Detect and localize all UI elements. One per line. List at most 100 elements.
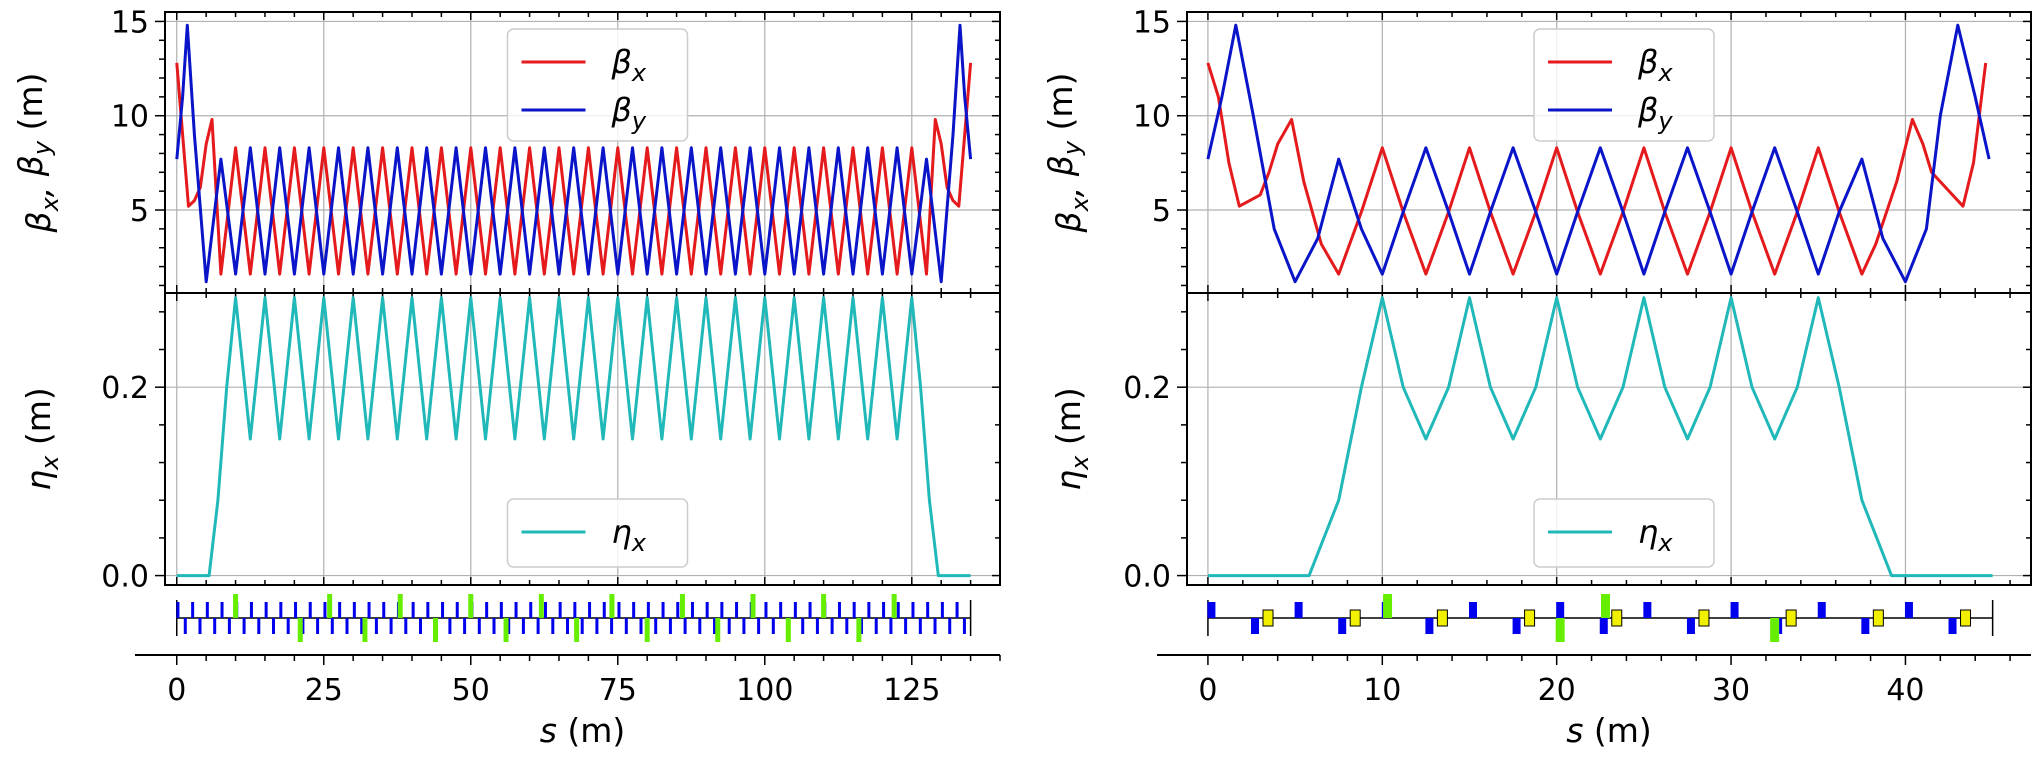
lattice-quad: [279, 602, 283, 618]
lattice-quad: [690, 602, 694, 618]
lattice-bend: [1262, 609, 1274, 627]
legend-label: βx: [611, 43, 647, 87]
lattice-quad: [404, 618, 408, 634]
lattice-quad: [867, 602, 871, 618]
panel-frame: [1186, 292, 2032, 586]
lattice-sextupole: [297, 618, 303, 642]
lattice-quad: [492, 618, 496, 634]
lattice-quad: [499, 602, 503, 618]
lattice-quad: [1294, 602, 1303, 618]
lattice-quad: [573, 602, 577, 618]
lattice-quad: [830, 618, 834, 634]
series-line-βx: [1206, 62, 1988, 276]
lattice-strip: [1207, 594, 1994, 642]
lattice-sextupole: [503, 618, 509, 642]
y-tick-label: 0.0: [101, 560, 149, 595]
x-tick-label: 10: [1363, 673, 1401, 708]
x-axis-label: s (m): [540, 711, 626, 750]
lattice-quad: [551, 618, 555, 634]
lattice-quad: [264, 602, 268, 618]
lattice-quad: [374, 618, 378, 634]
lattice-sextupole: [644, 618, 650, 642]
lattice-quad: [249, 602, 253, 618]
lattice-bend: [1785, 609, 1797, 627]
series-group: [175, 23, 973, 284]
y-tick-label: 15: [111, 5, 149, 40]
lattice-quad: [889, 618, 893, 634]
lattice-sextupole: [891, 594, 897, 618]
lattice-quad: [926, 602, 930, 618]
x-tick-label: 125: [883, 673, 940, 708]
lattice-quad: [771, 618, 775, 634]
lattice-quad: [617, 602, 621, 618]
x-tick-label: 40: [1886, 673, 1924, 708]
lattice-quad: [205, 602, 209, 618]
x-axis: 0 25 50 75 100 125 s (m): [135, 654, 1001, 750]
lattice-quad: [1817, 602, 1826, 618]
lattice-quad: [852, 602, 856, 618]
eta-legend: ηx: [506, 498, 689, 568]
lattice-quad: [389, 618, 393, 634]
lattice-bend: [1872, 609, 1884, 627]
lattice-quad: [352, 602, 356, 618]
lattice-quad: [808, 602, 812, 618]
lattice-quad: [566, 618, 570, 634]
lattice-quad: [918, 618, 922, 634]
lattice-sextupole: [327, 594, 333, 618]
lattice-quad: [727, 618, 731, 634]
lattice-quad: [735, 602, 739, 618]
lattice-quad: [485, 602, 489, 618]
lattice-sextupole: [821, 594, 827, 618]
lattice-quad: [441, 602, 445, 618]
lattice-sextupole: [856, 618, 862, 642]
y-axis-label: ηx (m): [1049, 387, 1094, 491]
lattice-quad: [507, 618, 511, 634]
lattice-quad: [455, 602, 459, 618]
x-tick-label: 20: [1538, 673, 1576, 708]
lattice-quad: [308, 602, 312, 618]
lattice-sextupole: [574, 618, 580, 642]
lattice-strip: [176, 594, 972, 642]
lattice-quad: [463, 618, 467, 634]
lattice-quad: [330, 618, 334, 634]
lattice-sextupole: [397, 594, 403, 618]
lattice-quad: [1251, 618, 1260, 634]
lattice-quad: [529, 602, 533, 618]
lattice-quad: [1948, 618, 1957, 634]
x-tick-label: 0: [167, 673, 186, 708]
lattice-bend: [1611, 609, 1623, 627]
eta-panel: 0.0 0.2 ηx ηx (m): [1049, 292, 2032, 595]
lattice-quad: [668, 618, 672, 634]
eta-panel: 0.0 0.2 ηx ηx (m): [19, 292, 1001, 595]
y-tick-label: 10: [111, 100, 149, 135]
lattice-quad: [227, 618, 231, 634]
panel-frame: [164, 292, 1001, 586]
lattice-quad: [242, 618, 246, 634]
lattice-sextupole: [1770, 618, 1780, 642]
lattice-quad: [639, 618, 643, 634]
lattice-sextupole: [1555, 618, 1565, 642]
lattice-quad: [815, 618, 819, 634]
lattice-sextupole: [715, 618, 721, 642]
lattice-quad: [911, 602, 915, 618]
legend-box: [1533, 498, 1715, 568]
lattice-quad: [646, 602, 650, 618]
lattice-quad: [962, 618, 966, 634]
y-axis-label: ηx (m): [19, 387, 64, 491]
lattice-bend: [1524, 609, 1536, 627]
lattice-quad: [757, 618, 761, 634]
lattice-bend: [1349, 609, 1361, 627]
y-tick-label: 15: [1133, 5, 1171, 40]
lattice-quad: [316, 618, 320, 634]
lattice-quad: [558, 602, 562, 618]
x-axis-label: s (m): [1566, 711, 1652, 750]
lattice-quad: [543, 602, 547, 618]
lattice-quad: [213, 618, 217, 634]
lattice-quad: [1556, 602, 1565, 618]
lattice-quad: [1425, 618, 1434, 634]
legend-box: [506, 28, 689, 142]
